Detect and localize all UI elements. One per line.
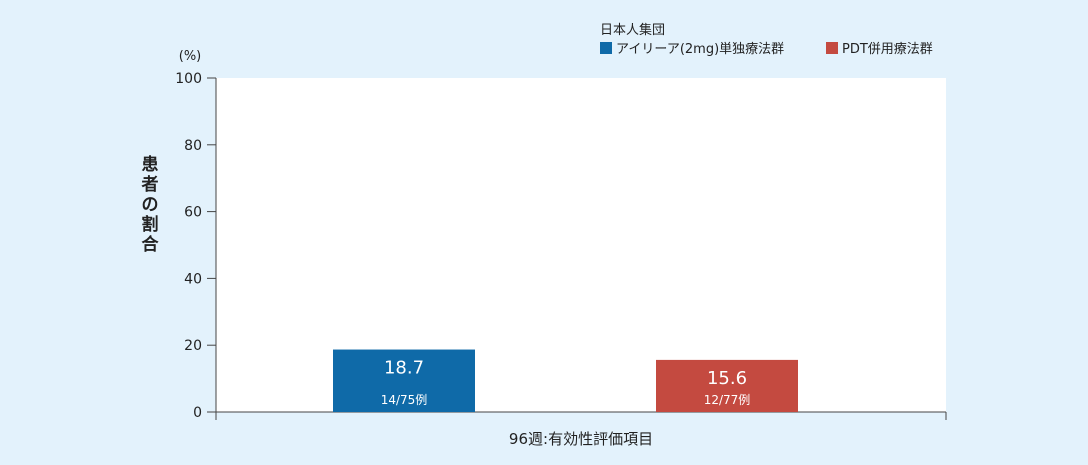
bar xyxy=(333,349,475,412)
y-tick-label: 40 xyxy=(184,271,202,287)
y-tick-label: 80 xyxy=(184,138,202,154)
bar-count-label: 14/75例 xyxy=(381,393,428,407)
legend-swatch xyxy=(600,42,612,54)
bar-count-label: 12/77例 xyxy=(704,393,751,407)
bars: 18.7 14/75例 15.6 12/77例 xyxy=(333,349,798,412)
bar-value-label: 15.6 xyxy=(707,368,747,389)
legend-swatch xyxy=(826,42,838,54)
y-tick-label: 0 xyxy=(193,405,202,421)
y-axis: 0 20 40 60 80 100 xyxy=(175,71,217,421)
y-tick-label: 100 xyxy=(175,71,202,87)
legend-entry: PDT併用療法群 xyxy=(842,42,933,57)
legend-entry: アイリーア(2mg)単独療法群 xyxy=(616,41,784,57)
bar-value-label: 18.7 xyxy=(384,358,424,379)
y-tick-label: 60 xyxy=(184,205,202,221)
plot-area xyxy=(216,78,946,412)
y-axis-label: 患者の割合 xyxy=(141,155,160,255)
y-tick-label: 20 xyxy=(184,338,202,354)
legend-title: 日本人集団 xyxy=(600,22,665,38)
y-axis-unit: (%) xyxy=(179,49,202,64)
x-axis-label: 96週:有効性評価項目 xyxy=(509,430,653,448)
bar xyxy=(656,359,798,412)
